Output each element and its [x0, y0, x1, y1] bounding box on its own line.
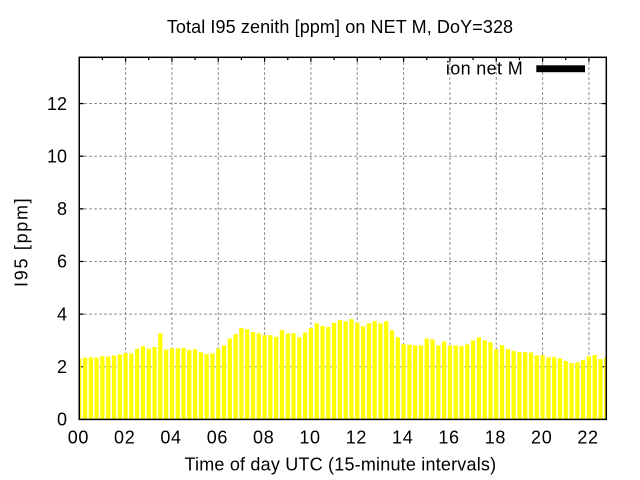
svg-text:00: 00 — [68, 428, 89, 448]
svg-text:12: 12 — [47, 94, 67, 114]
svg-text:I95 [ppm]: I95 [ppm] — [11, 197, 31, 287]
svg-text:18: 18 — [485, 428, 506, 448]
svg-text:20: 20 — [531, 428, 552, 448]
svg-text:22: 22 — [577, 428, 598, 448]
svg-text:Total I95 zenith [ppm] on NET: Total I95 zenith [ppm] on NET M, DoY=328 — [167, 17, 513, 37]
svg-text:Time of day UTC (15-minute int: Time of day UTC (15-minute intervals) — [184, 454, 496, 474]
svg-text:10: 10 — [299, 428, 320, 448]
svg-text:02: 02 — [114, 428, 135, 448]
svg-text:12: 12 — [346, 428, 367, 448]
svg-text:14: 14 — [392, 428, 413, 448]
svg-text:08: 08 — [253, 428, 274, 448]
svg-text:16: 16 — [438, 428, 459, 448]
svg-text:04: 04 — [160, 428, 181, 448]
svg-text:4: 4 — [57, 304, 67, 324]
svg-text:06: 06 — [207, 428, 228, 448]
svg-text:2: 2 — [57, 357, 67, 377]
svg-text:ion net M: ion net M — [446, 58, 523, 78]
svg-text:6: 6 — [57, 252, 67, 272]
svg-text:10: 10 — [47, 146, 67, 166]
svg-text:8: 8 — [57, 199, 67, 219]
svg-text:0: 0 — [57, 410, 67, 430]
